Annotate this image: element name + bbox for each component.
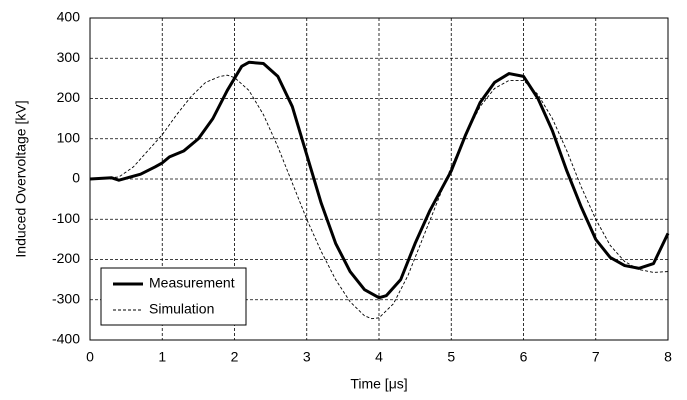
legend-box	[100, 267, 247, 326]
y-tick-label: 0	[72, 170, 80, 186]
y-tick-label: -300	[52, 290, 80, 306]
y-tick-label: -400	[52, 331, 80, 347]
x-tick-label: 3	[303, 349, 311, 365]
y-tick-label: 200	[57, 89, 81, 105]
x-tick-label: 1	[158, 349, 166, 365]
x-tick-label: 6	[520, 349, 528, 365]
y-tick-label: -100	[52, 210, 80, 226]
x-axis-label: Time [μs]	[350, 376, 407, 392]
y-tick-label: 300	[57, 49, 81, 65]
y-tick-label: 400	[57, 9, 81, 25]
x-tick-label: 8	[664, 349, 672, 365]
series-line	[89, 60, 670, 300]
x-tick-label: 0	[86, 349, 94, 365]
legend-label: Simulation	[149, 301, 214, 317]
legend-label: Measurement	[149, 275, 235, 291]
y-axis-label: Induced Overvoltage [kV]	[13, 100, 29, 257]
x-tick-label: 2	[231, 349, 239, 365]
y-tick-label: 100	[57, 129, 81, 145]
x-tick-label: 7	[592, 349, 600, 365]
y-tick-label: -200	[52, 250, 80, 266]
x-tick-label: 4	[375, 349, 383, 365]
x-tick-label: 5	[447, 349, 455, 365]
